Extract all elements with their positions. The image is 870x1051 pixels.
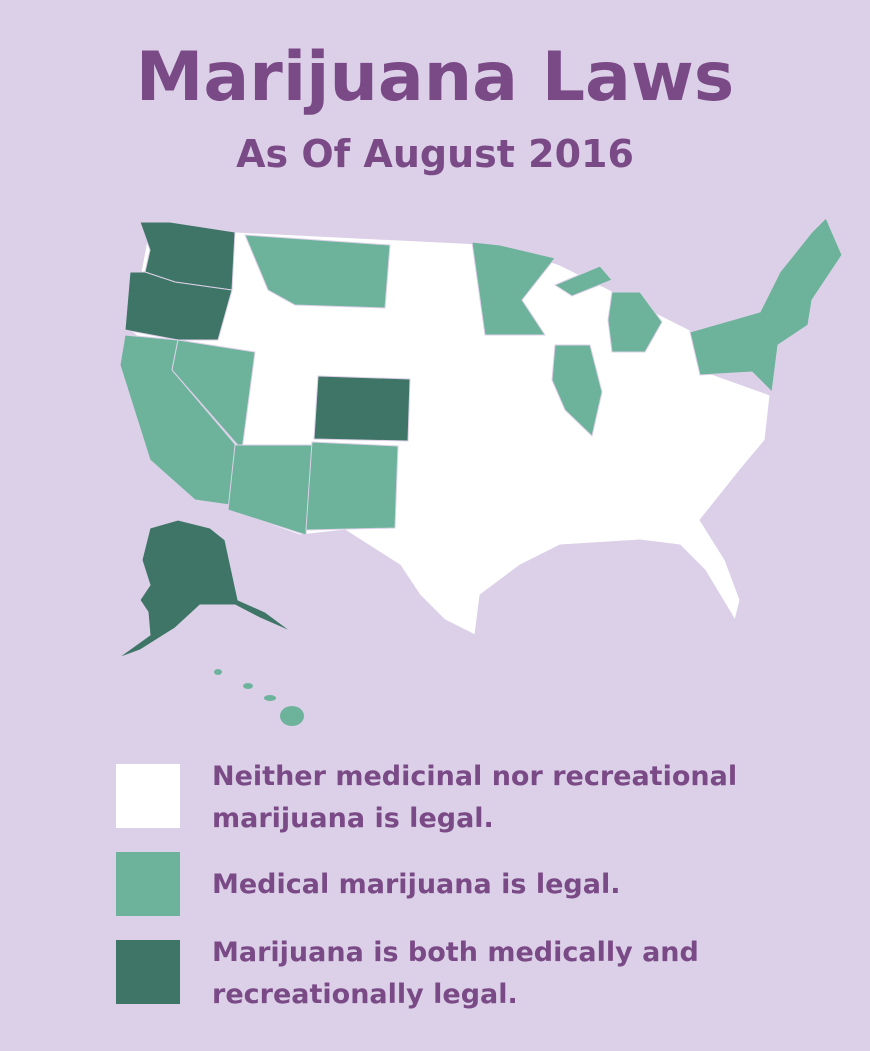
state-medical [244, 234, 391, 309]
state-both [117, 519, 293, 659]
legend-swatch-medical [116, 852, 180, 916]
legend-line: Neither medicinal nor recreational [212, 761, 738, 792]
state-medical [227, 444, 313, 536]
legend-line: recreationally legal. [212, 979, 518, 1010]
title: Marijuana Laws [135, 38, 735, 117]
subtitle: As Of August 2016 [236, 132, 634, 176]
state-medical [214, 669, 222, 675]
legend-line: Marijuana is both medically and [212, 937, 699, 968]
state-medical [471, 241, 556, 336]
legend-line: Medical marijuana is legal. [212, 869, 621, 900]
legend-label: Neither medicinal nor recreational mariju… [212, 756, 737, 840]
us-map [117, 217, 843, 726]
legend-label: Medical marijuana is legal. [212, 864, 620, 906]
state-medical [553, 265, 613, 297]
state-medical [243, 683, 253, 689]
state-medical [280, 706, 304, 726]
legend-label: Marijuana is both medically and recreatio… [212, 932, 699, 1016]
state-medical [305, 441, 399, 531]
legend-line: marijuana is legal. [212, 803, 494, 834]
state-medical [264, 695, 276, 701]
state-medical [607, 291, 663, 353]
state-both [124, 271, 233, 341]
legend-swatch-both [116, 940, 180, 1004]
legend-swatch-none [116, 764, 180, 828]
state-medical [689, 217, 843, 394]
state-both [313, 375, 411, 442]
state-medical [551, 344, 603, 437]
